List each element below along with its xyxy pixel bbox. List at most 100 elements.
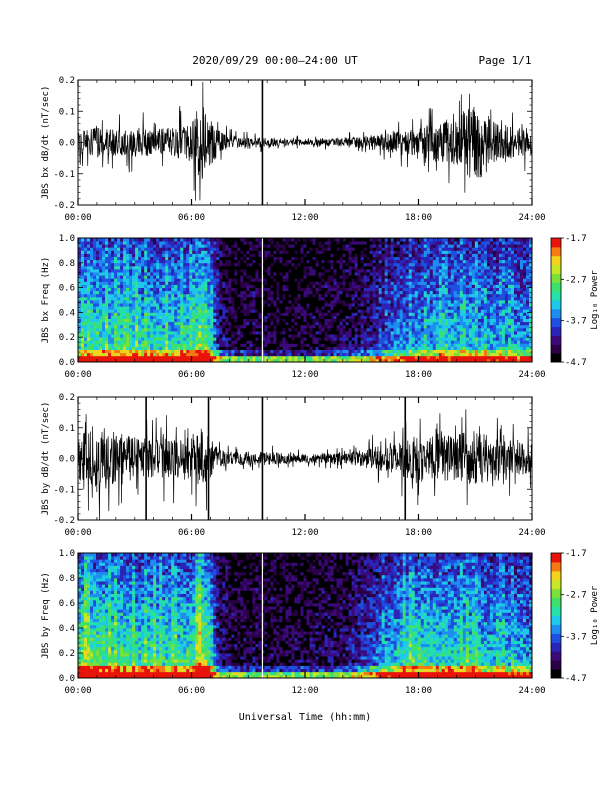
x-tick-label: 18:00 bbox=[405, 213, 432, 223]
y-tick-label: 0.4 bbox=[59, 308, 75, 318]
colorbar-swatch bbox=[551, 238, 561, 248]
y-tick-label: 0.2 bbox=[59, 393, 75, 403]
y-tick-label: 0.0 bbox=[59, 455, 75, 465]
x-tick-label: 06:00 bbox=[178, 528, 205, 538]
page-title: 2020/09/29 00:00–24:00 UT bbox=[192, 54, 358, 67]
y-tick-label: 0.0 bbox=[59, 674, 75, 684]
x-tick-label: 18:00 bbox=[405, 528, 432, 538]
y-tick-label: 0.2 bbox=[59, 333, 75, 343]
colorbar-swatch bbox=[551, 317, 561, 328]
x-tick-label: 00:00 bbox=[64, 213, 91, 223]
x-tick-label: 12:00 bbox=[291, 528, 318, 538]
x-tick-label: 06:00 bbox=[178, 213, 205, 223]
x-tick-label: 06:00 bbox=[178, 686, 205, 696]
y-tick-label: -0.2 bbox=[53, 201, 75, 211]
y-tick-label: 0.4 bbox=[59, 624, 75, 634]
spectrogram-cells bbox=[78, 238, 533, 363]
colorbar-swatch bbox=[551, 570, 561, 581]
colorbar-swatch bbox=[551, 255, 561, 266]
y-axis-label: JBS bx dB/dt (nT/sec) bbox=[41, 86, 51, 200]
colorbar-swatch bbox=[551, 326, 561, 336]
y-tick-label: 0.8 bbox=[59, 259, 75, 269]
by-spectrogram-panel: -4.7 -3.7 -2.7 -1.7 Log₁₀ Power 0.0 0.2 0.4 0.6 0… bbox=[41, 549, 600, 696]
spectrogram-cells bbox=[78, 553, 533, 679]
x-tick-label: 24:00 bbox=[518, 686, 545, 696]
colorbar-swatch bbox=[551, 344, 561, 354]
colorbar-swatch bbox=[551, 579, 561, 590]
colorbar-swatch bbox=[551, 642, 561, 652]
colorbar-swatch bbox=[551, 553, 561, 563]
x-tick-label: 24:00 bbox=[518, 370, 545, 380]
waveform-trace bbox=[77, 409, 533, 521]
x-tick-label: 00:00 bbox=[64, 686, 91, 696]
y-tick-label: 1.0 bbox=[59, 234, 75, 244]
colorbar-swatch bbox=[551, 335, 561, 345]
colorbar-swatch bbox=[551, 597, 561, 608]
y-tick-label: -0.1 bbox=[53, 170, 75, 180]
x-tick-label: 00:00 bbox=[64, 528, 91, 538]
colorbar-tick-label: -3.7 bbox=[565, 632, 587, 642]
colorbar-tick-label: -1.7 bbox=[565, 234, 587, 244]
colorbar-tick-label: -1.7 bbox=[565, 549, 587, 559]
x-tick-label: 18:00 bbox=[405, 686, 432, 696]
colorbar-frame bbox=[550, 552, 562, 679]
x-tick-label: 06:00 bbox=[178, 370, 205, 380]
colorbar-swatch bbox=[551, 308, 561, 319]
bx-spectrogram-panel: -4.7 -3.7 -2.7 -1.7 Log₁₀ Power 0.0 0.2 0.4 0.6 0… bbox=[41, 234, 600, 380]
waveform-trace bbox=[77, 81, 533, 201]
y-axis-label: JBS by dB/dt (nT/sec) bbox=[41, 402, 51, 516]
y-axis-label: JBS by Freq (Hz) bbox=[41, 572, 51, 659]
colorbar-label: Log₁₀ Power bbox=[590, 270, 600, 330]
x-tick-label: 24:00 bbox=[518, 213, 545, 223]
y-tick-label: 0.6 bbox=[59, 599, 75, 609]
by-waveform-panel: -0.2 -0.1 0.0 0.1 0.2 00:00 06:00 12:00 18:00 24:… bbox=[41, 393, 546, 538]
colorbar-swatch bbox=[551, 588, 561, 599]
y-tick-label: 0.2 bbox=[59, 76, 75, 86]
colorbar-swatch bbox=[551, 353, 561, 363]
colorbar-tick-label: -3.7 bbox=[565, 317, 587, 327]
colorbar: -4.7 -3.7 -2.7 -1.7 Log₁₀ Power bbox=[550, 549, 600, 684]
colorbar-swatch bbox=[551, 615, 561, 625]
colorbar: -4.7 -3.7 -2.7 -1.7 Log₁₀ Power bbox=[550, 234, 600, 368]
colorbar-tick-label: -2.7 bbox=[565, 275, 587, 285]
colorbar-swatch bbox=[551, 606, 561, 616]
colorbar-swatch bbox=[551, 282, 561, 292]
colorbar-swatch bbox=[551, 246, 561, 257]
colorbar-swatch bbox=[551, 669, 561, 679]
colorbar-tick-label: -4.7 bbox=[565, 674, 587, 684]
x-tick-label: 00:00 bbox=[64, 370, 91, 380]
colorbar-swatch bbox=[551, 264, 561, 274]
x-tick-label: 12:00 bbox=[291, 370, 318, 380]
y-tick-label: -0.2 bbox=[53, 516, 75, 526]
x-tick-label: 12:00 bbox=[291, 213, 318, 223]
y-tick-label: 0.1 bbox=[59, 424, 75, 434]
y-tick-label: -0.1 bbox=[53, 485, 75, 495]
bx-waveform-panel: -0.2 -0.1 0.0 0.1 0.2 00:00 06:00 12:00 18:00 24:… bbox=[41, 76, 546, 223]
colorbar-swatch bbox=[551, 624, 561, 634]
x-axis-label: Universal Time (hh:mm) bbox=[239, 712, 371, 723]
y-tick-label: 1.0 bbox=[59, 549, 75, 559]
colorbar-swatch bbox=[551, 660, 561, 670]
colorbar-swatch bbox=[551, 300, 561, 310]
colorbar-swatch bbox=[551, 273, 561, 283]
y-axis-label: JBS bx Freq (Hz) bbox=[41, 257, 51, 344]
colorbar-swatch bbox=[551, 291, 561, 301]
colorbar-swatch bbox=[551, 561, 561, 572]
x-tick-label: 12:00 bbox=[291, 686, 318, 696]
y-tick-label: 0.1 bbox=[59, 107, 75, 117]
colorbar-swatch bbox=[551, 633, 561, 643]
colorbar-tick-label: -4.7 bbox=[565, 358, 587, 368]
y-tick-label: 0.0 bbox=[59, 358, 75, 368]
colorbar-frame bbox=[550, 237, 562, 363]
x-tick-label: 18:00 bbox=[405, 370, 432, 380]
y-tick-label: 0.8 bbox=[59, 574, 75, 584]
x-tick-label: 24:00 bbox=[518, 528, 545, 538]
y-tick-label: 0.6 bbox=[59, 284, 75, 294]
y-tick-label: 0.0 bbox=[59, 139, 75, 149]
page-number: Page 1/1 bbox=[479, 54, 532, 67]
colorbar-swatch bbox=[551, 651, 561, 661]
y-tick-label: 0.2 bbox=[59, 649, 75, 659]
colorbar-label: Log₁₀ Power bbox=[590, 585, 600, 645]
colorbar-tick-label: -2.7 bbox=[565, 591, 587, 601]
